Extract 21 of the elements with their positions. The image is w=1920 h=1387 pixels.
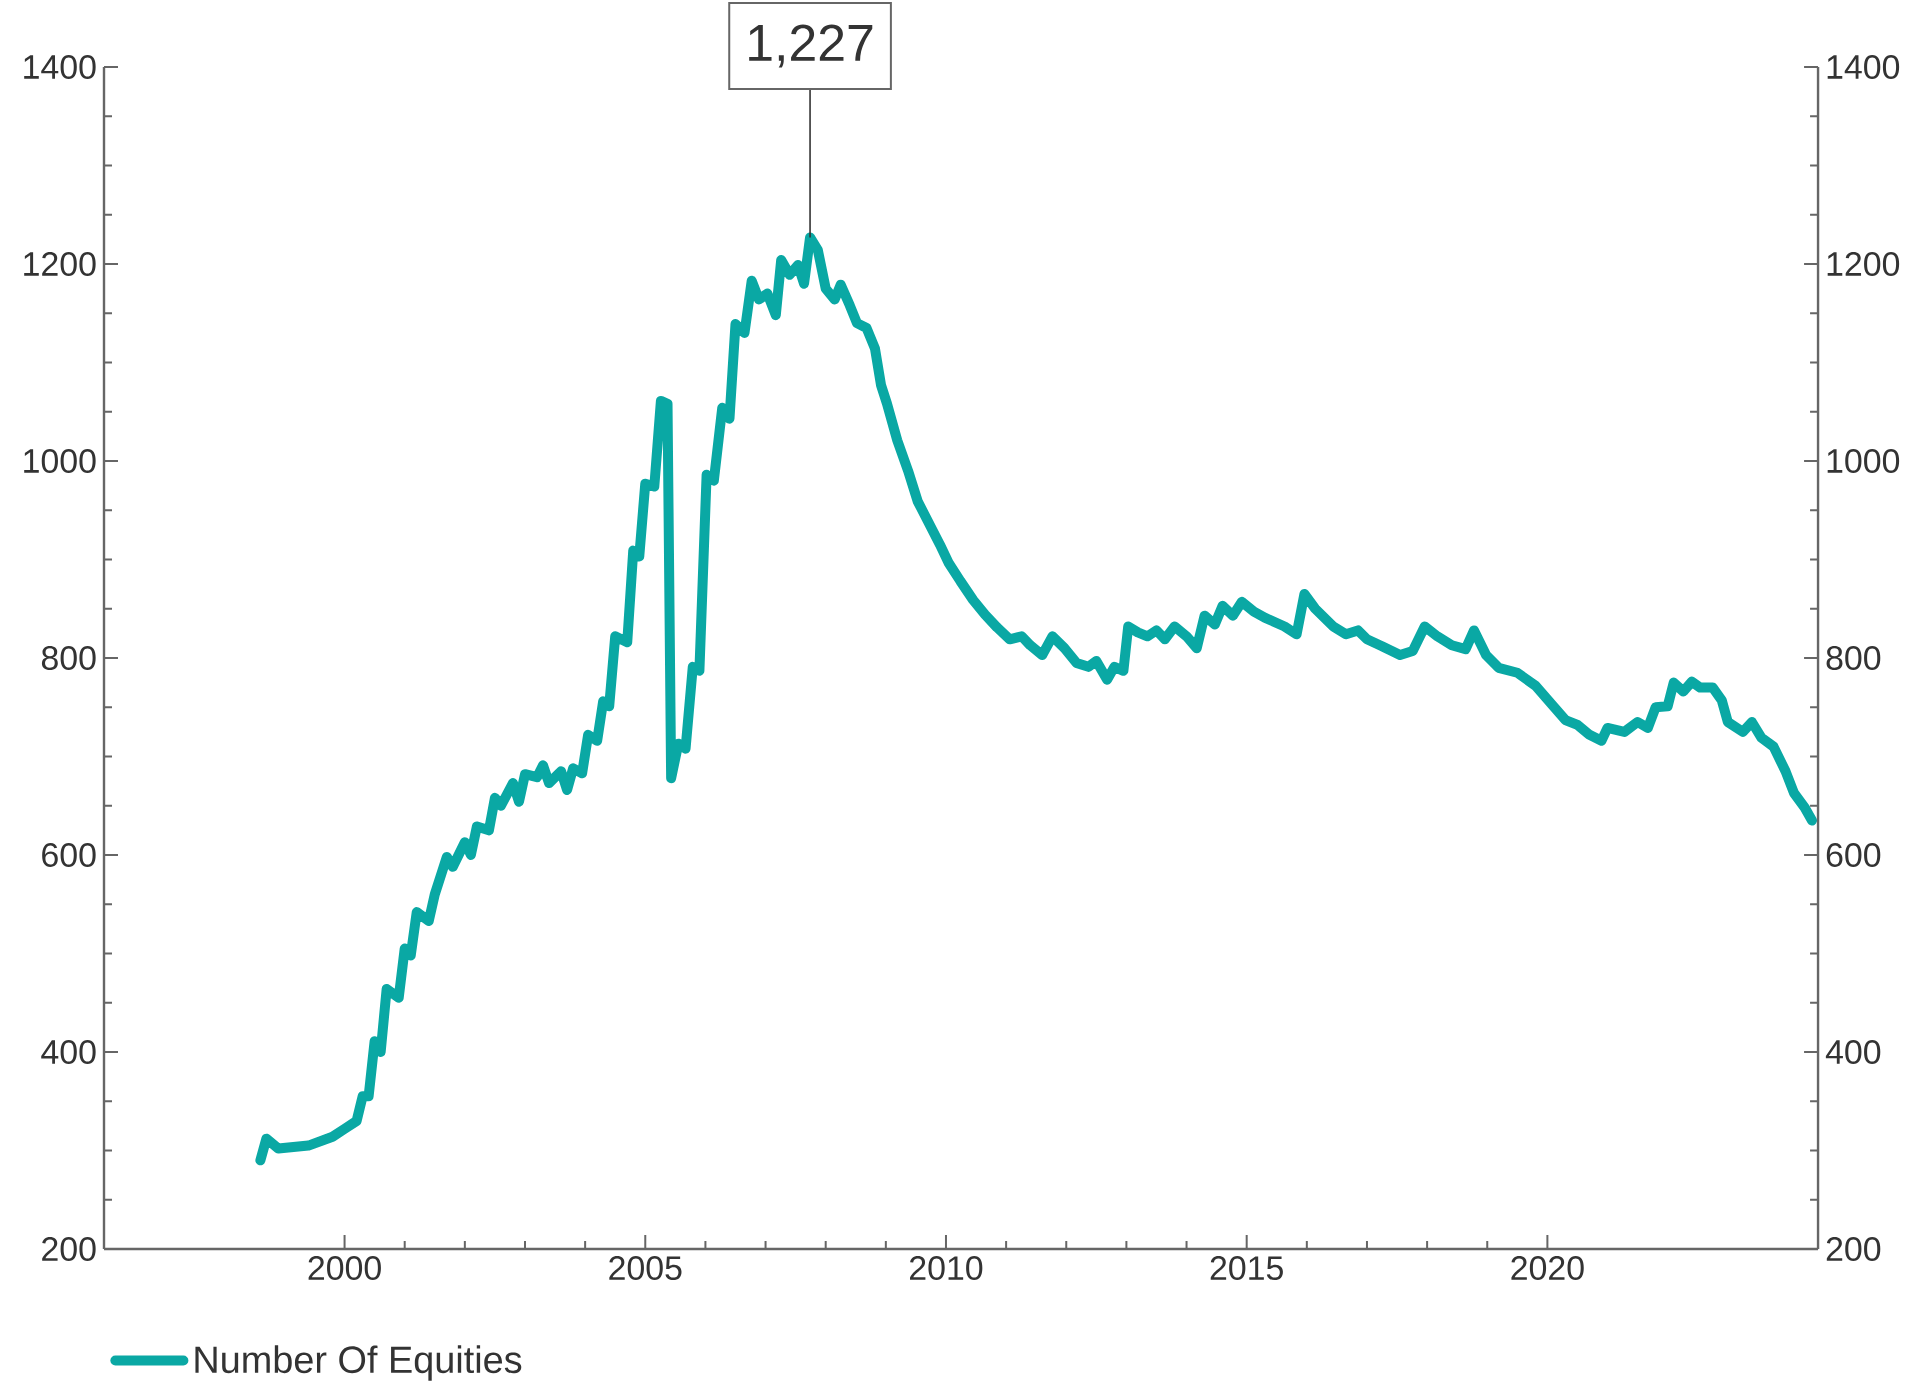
y-tick-label: 1400 xyxy=(1827,54,1900,79)
x-tick-label: 2010 xyxy=(910,1256,983,1281)
y-tick-label: 800 xyxy=(1826,646,1881,670)
y2-tick-label: 800 xyxy=(41,646,96,670)
y-tick-label: 1000 xyxy=(1827,448,1900,473)
x-tick-label: 2000 xyxy=(308,1256,381,1281)
x-tick-label: 2020 xyxy=(1511,1256,1584,1281)
y-tick-label: 600 xyxy=(1826,843,1881,867)
x-tick-label: 2005 xyxy=(609,1256,682,1281)
y-tick-label: 1200 xyxy=(1827,251,1900,276)
y2-tick-label: 1200 xyxy=(24,251,96,276)
legend-label: Number Of Equities xyxy=(195,1345,522,1381)
y-tick-label: 200 xyxy=(1826,1237,1881,1261)
y2-tick-label: 1400 xyxy=(24,54,96,79)
y2-tick-label: 200 xyxy=(42,1237,96,1261)
annotation: 1,227 xyxy=(749,24,873,68)
y2-tick-label: 400 xyxy=(41,1040,96,1064)
y2-tick-label: 1000 xyxy=(24,448,96,473)
x-tick-label: 2015 xyxy=(1210,1256,1283,1281)
y2-tick-label: 600 xyxy=(42,843,96,867)
y-tick-label: 400 xyxy=(1825,1040,1881,1064)
